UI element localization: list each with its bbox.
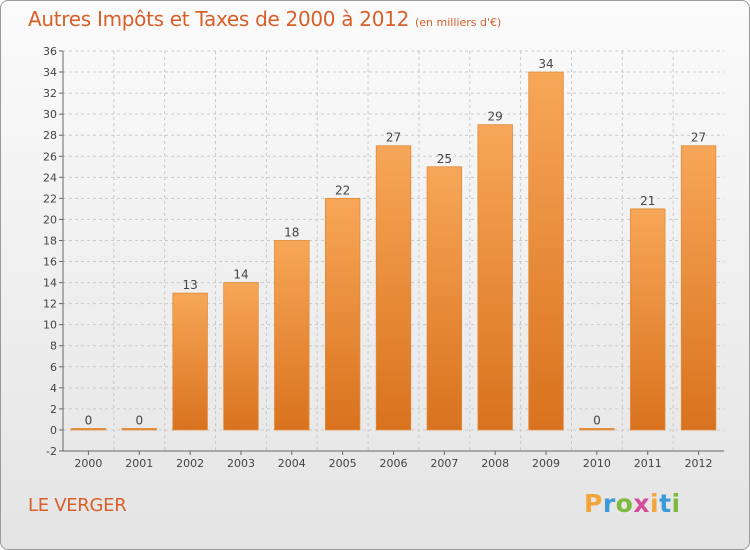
- x-tick-label: 2010: [583, 457, 611, 470]
- y-tick-label: 24: [43, 171, 57, 184]
- y-tick-label: -2: [46, 445, 57, 458]
- bar-2002: [172, 292, 208, 431]
- data-label: 21: [640, 194, 655, 208]
- chart-unit: (en milliers d'€): [415, 16, 502, 29]
- y-tick-label: 22: [43, 192, 57, 205]
- data-label: 0: [135, 413, 143, 427]
- bars: [70, 71, 717, 431]
- y-tick-label: 36: [43, 45, 57, 58]
- data-label: 29: [488, 110, 503, 124]
- y-tick-label: 28: [43, 129, 57, 142]
- y-tick-label: 6: [50, 361, 57, 374]
- x-tick-label: 2011: [634, 457, 662, 470]
- data-label: 22: [335, 183, 350, 197]
- x-tick-label: 2000: [74, 457, 102, 470]
- data-label: 27: [691, 131, 706, 145]
- data-labels: 0 0 13 14 18 22 27 25 29 34 0 21 27: [85, 57, 707, 427]
- data-label: 0: [593, 413, 601, 427]
- bar-2001: [121, 428, 157, 431]
- x-tick-label: 2001: [125, 457, 153, 470]
- logo-letter: i: [650, 489, 660, 518]
- proxiti-logo: Proxiti: [584, 489, 681, 518]
- y-tick-label: 8: [50, 340, 57, 353]
- chart-title-text: Autres Impôts et Taxes de 2000 à 2012: [28, 7, 409, 31]
- logo-letter: x: [633, 489, 650, 518]
- x-tick-label: 2004: [278, 457, 306, 470]
- y-tick-label: 12: [43, 298, 57, 311]
- bar-2009: [528, 71, 564, 431]
- x-tick-label: 2012: [685, 457, 713, 470]
- y-tick-label: 10: [43, 319, 57, 332]
- y-tick-label: 4: [50, 382, 57, 395]
- y-tick-label: 30: [43, 108, 57, 121]
- data-label: 18: [284, 225, 299, 239]
- bar-2000: [70, 428, 107, 431]
- y-tick-label: 34: [43, 66, 57, 79]
- x-tick-label: 2006: [380, 457, 408, 470]
- x-tick-label: 2003: [227, 457, 255, 470]
- logo-letter: o: [615, 489, 634, 518]
- y-tick-label: 16: [43, 256, 57, 269]
- data-label: 27: [386, 131, 401, 145]
- logo-letter: P: [584, 489, 603, 518]
- data-label: 34: [538, 57, 553, 71]
- x-tick-label: 2005: [329, 457, 357, 470]
- bar-2008: [477, 124, 513, 431]
- x-tick-label: 2009: [532, 457, 560, 470]
- commune-name: LE VERGER: [28, 495, 127, 516]
- bar-2004: [274, 240, 310, 431]
- y-tick-label: 0: [50, 424, 57, 437]
- bar-2012: [680, 145, 717, 431]
- x-tick-label: 2008: [481, 457, 509, 470]
- bar-2005: [324, 197, 361, 431]
- logo-letter: r: [602, 489, 616, 518]
- x-tick-label: 2007: [430, 457, 458, 470]
- bar-2007: [426, 166, 463, 431]
- data-label: 13: [182, 278, 197, 292]
- bar-2011: [630, 208, 666, 431]
- data-label: 25: [437, 152, 452, 166]
- data-label: 14: [233, 268, 248, 282]
- bar-2003: [223, 282, 259, 431]
- data-label: 0: [85, 413, 93, 427]
- y-tick-label: 14: [43, 277, 57, 290]
- bar-2010: [579, 428, 615, 431]
- bar-2006: [375, 145, 412, 431]
- y-tick-label: 2: [50, 403, 57, 416]
- y-tick-label: 18: [43, 234, 57, 247]
- y-tick-label: 26: [43, 150, 57, 163]
- chart-title: Autres Impôts et Taxes de 2000 à 2012 (en…: [28, 7, 501, 31]
- y-tick-label: 32: [43, 87, 57, 100]
- logo-letter: t: [659, 489, 672, 518]
- y-tick-label: 20: [43, 213, 57, 226]
- x-tick-label: 2002: [176, 457, 204, 470]
- logo-letter: i: [671, 489, 681, 518]
